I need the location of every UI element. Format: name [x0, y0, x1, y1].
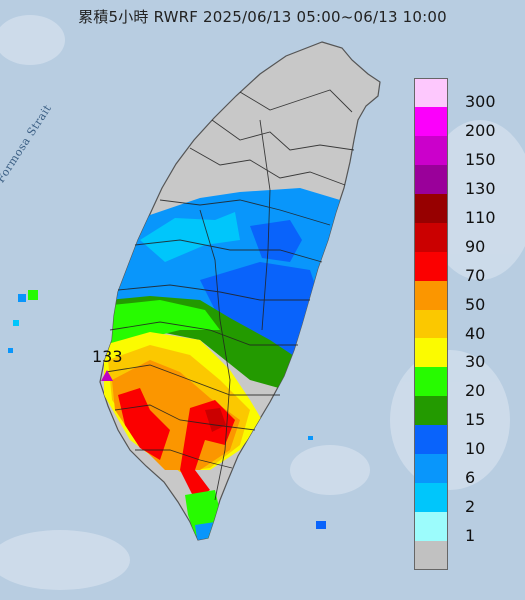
legend-swatch	[414, 541, 448, 570]
legend-item: 10	[413, 425, 519, 458]
legend-swatch	[414, 164, 448, 194]
max-rainfall-label: 133	[92, 347, 123, 366]
legend-swatch	[414, 193, 448, 223]
legend-label: 30	[465, 352, 486, 372]
legend-item: 2	[413, 483, 519, 516]
legend-item: 130	[413, 164, 519, 198]
rainfall-legend: 300 200 150 130 110 90 70 50 40 30 20 15 10 6 2 1	[413, 78, 519, 570]
legend-item: 1	[413, 512, 519, 545]
legend-label: 110	[465, 207, 496, 227]
county-boundaries	[105, 89, 355, 501]
map-title: 累積5小時 RWRF 2025/06/13 05:00~06/13 10:00	[78, 8, 447, 26]
legend-swatch	[414, 106, 448, 136]
legend-label: 200	[465, 120, 496, 140]
legend-label: 6	[465, 468, 476, 488]
legend-label: 15	[465, 410, 486, 430]
legend-swatch	[414, 222, 448, 252]
cloud-texture	[0, 15, 525, 590]
legend-item: 90	[413, 222, 519, 256]
legend-swatch	[414, 367, 448, 397]
legend-swatch	[414, 396, 448, 426]
legend-item: 50	[413, 280, 519, 314]
legend-label: 150	[465, 149, 496, 169]
legend-swatch	[414, 135, 448, 165]
legend-swatch	[414, 251, 448, 281]
legend-item: 6	[413, 454, 519, 487]
legend-item: 200	[413, 106, 519, 140]
legend-item: 70	[413, 251, 519, 285]
legend-swatch	[414, 512, 448, 542]
legend-label: 130	[465, 178, 496, 198]
legend-item: 15	[413, 396, 519, 429]
legend-swatch	[414, 454, 448, 484]
legend-item: 150	[413, 135, 519, 169]
max-rainfall-marker	[101, 370, 113, 381]
legend-swatch	[414, 425, 448, 455]
legend-item	[413, 541, 519, 570]
legend-swatch	[414, 280, 448, 310]
legend-item: 30	[413, 338, 519, 371]
legend-label: 90	[465, 236, 486, 256]
legend-label: 70	[465, 265, 486, 285]
legend-label: 50	[465, 294, 486, 314]
legend-item: 40	[413, 309, 519, 343]
legend-label: 40	[465, 323, 486, 343]
legend-label: 10	[465, 439, 486, 459]
legend-swatch	[414, 338, 448, 368]
offshore-rain	[8, 290, 326, 529]
legend-label: 1	[465, 526, 476, 546]
rain-area-red	[118, 388, 170, 460]
legend-swatch	[414, 309, 448, 339]
legend-swatch	[414, 78, 448, 107]
legend-label: 2	[465, 497, 476, 517]
legend-label: 20	[465, 381, 486, 401]
legend-label: 300	[465, 92, 496, 111]
rain-area-blue-north	[250, 220, 302, 262]
legend-item: 20	[413, 367, 519, 400]
legend-item: 110	[413, 193, 519, 227]
legend-swatch	[414, 483, 448, 513]
taiwan-island	[99, 41, 381, 541]
rain-area-blue	[200, 262, 320, 360]
rain-area-cyan	[140, 212, 240, 262]
legend-item: 300	[413, 78, 519, 111]
